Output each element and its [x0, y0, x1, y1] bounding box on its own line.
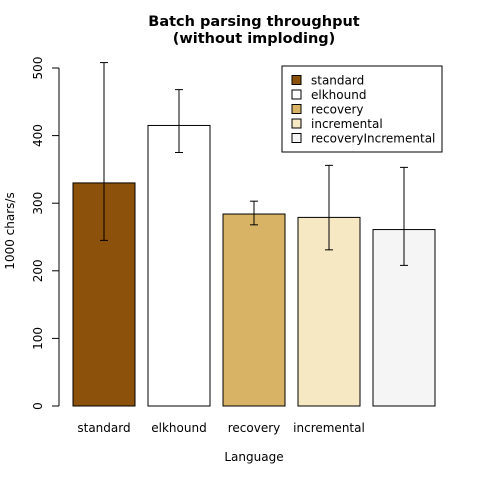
chart-title-line-1: Batch parsing throughput: [148, 14, 359, 30]
legend-label-recovery: recovery: [311, 103, 364, 117]
y-tick-label: 400: [31, 124, 45, 147]
y-tick-label: 100: [31, 327, 45, 350]
y-axis-label: 1000 chars/s: [3, 192, 17, 269]
legend-label-standard: standard: [311, 74, 364, 88]
legend: standardelkhoundrecoveryincrementalrecov…: [281, 65, 443, 153]
legend-box: [281, 65, 443, 153]
legend-label-incremental: incremental: [311, 117, 383, 131]
bars: [72, 124, 436, 407]
x-tick-label-recovery: recovery: [228, 421, 281, 435]
y-tick-label: 0: [31, 402, 45, 410]
x-tick-label-standard: standard: [77, 421, 130, 435]
y-tick-label: 500: [31, 57, 45, 80]
x-tick-labels: standard elkhound recovery incremental: [77, 421, 364, 435]
legend-swatch-standard: [291, 75, 302, 85]
y-tick-label: 300: [31, 192, 45, 215]
x-axis-label: Language: [224, 450, 283, 464]
legend-swatch-recovery: [291, 104, 302, 114]
y-axis: 0 100 200 300 400 500: [31, 57, 60, 410]
legend-swatch-elkhound: [291, 89, 302, 100]
legend-label-recoveryIncremental: recoveryIncremental: [311, 132, 435, 146]
legend-label-elkhound: elkhound: [311, 88, 366, 102]
error-bars: [100, 62, 408, 266]
x-tick-label-incremental: incremental: [293, 421, 365, 435]
y-tick-label: 200: [31, 259, 45, 282]
legend-swatch-incremental: [291, 118, 302, 129]
bar-recovery: [222, 213, 286, 407]
chart-title-line-2: (without imploding): [173, 31, 336, 47]
x-tick-label-elkhound: elkhound: [151, 421, 206, 435]
bar-elkhound: [147, 124, 211, 407]
legend-swatch-recoveryIncremental: [291, 133, 302, 143]
